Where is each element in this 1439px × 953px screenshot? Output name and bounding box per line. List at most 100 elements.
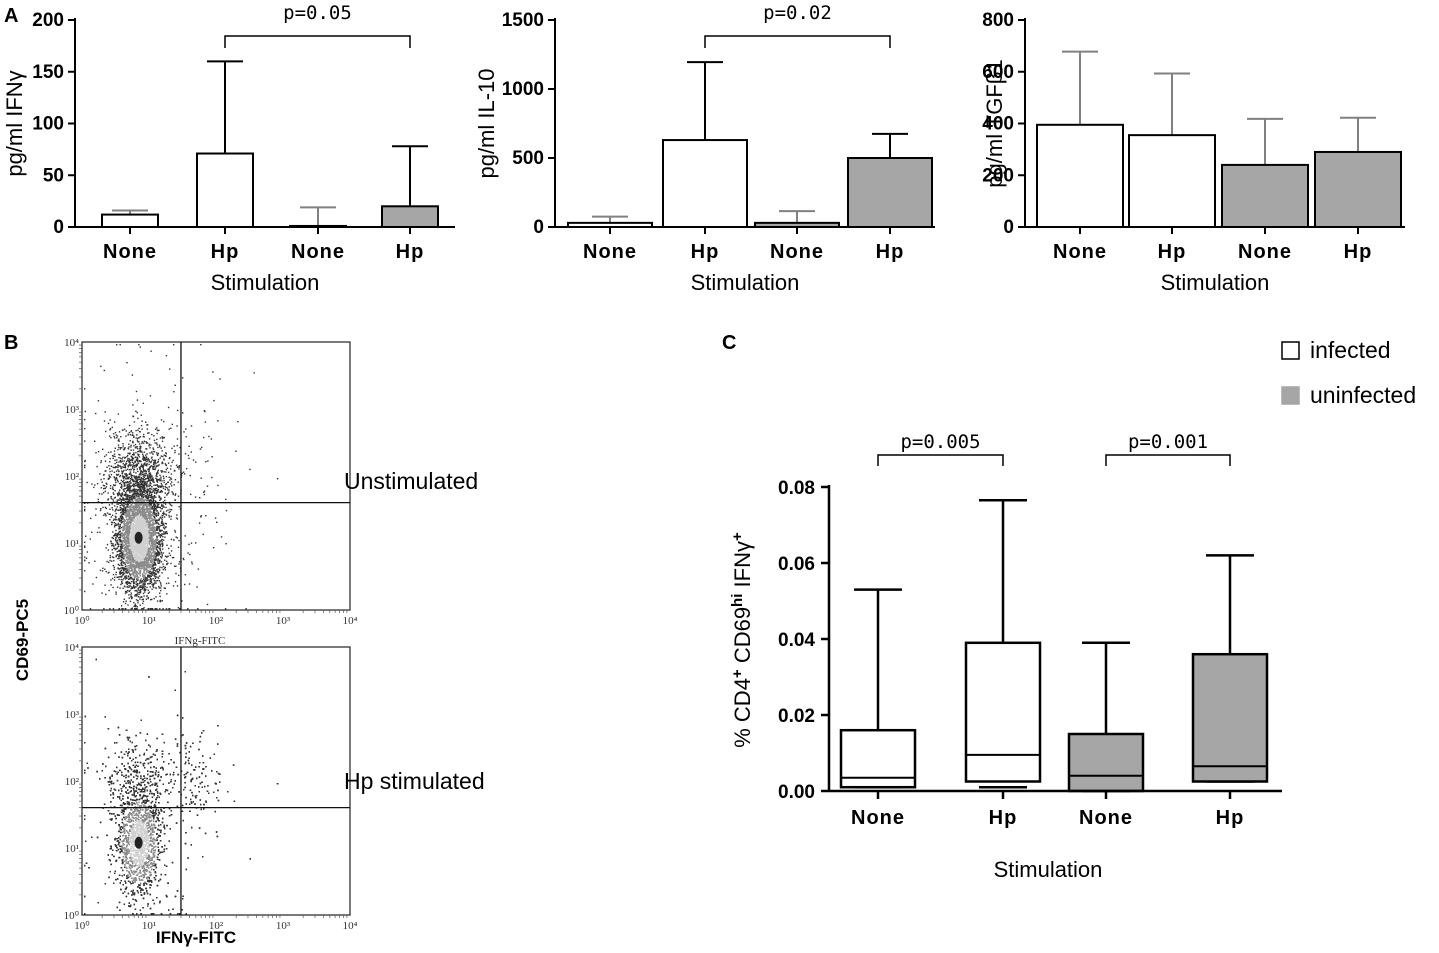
event-dot xyxy=(125,553,128,555)
event-dot xyxy=(143,522,145,524)
event-dot xyxy=(136,446,138,448)
event-dot xyxy=(130,430,132,433)
event-dot xyxy=(147,515,149,517)
event-dot xyxy=(139,565,141,567)
event-dot xyxy=(115,573,117,576)
event-dot xyxy=(176,425,178,427)
event-dot xyxy=(140,474,142,476)
event-dot xyxy=(160,557,163,559)
event-dot xyxy=(155,559,158,561)
event-dot xyxy=(126,565,128,567)
event-dot xyxy=(124,546,126,548)
event-dot xyxy=(149,447,151,449)
event-dot xyxy=(134,497,136,499)
event-dot xyxy=(129,452,131,454)
event-dot xyxy=(165,471,167,473)
event-dot xyxy=(156,519,159,521)
event-dot xyxy=(168,552,171,554)
event-dot xyxy=(149,525,151,527)
event-dot xyxy=(131,531,134,533)
event-dot xyxy=(164,488,166,491)
event-dot xyxy=(160,524,162,527)
event-dot xyxy=(216,521,218,523)
event-dot xyxy=(161,524,163,526)
event-dot xyxy=(132,537,134,539)
event-dot xyxy=(141,492,144,494)
event-dot xyxy=(124,547,126,550)
event-dot xyxy=(151,459,154,461)
event-dot xyxy=(139,522,142,525)
event-dot xyxy=(107,451,110,454)
event-dot xyxy=(164,496,166,499)
event-dot xyxy=(143,463,145,465)
event-dot xyxy=(128,424,131,427)
event-dot xyxy=(144,513,147,515)
event-dot xyxy=(135,429,137,432)
event-dot xyxy=(128,521,130,523)
event-dot xyxy=(160,552,163,554)
event-dot xyxy=(166,556,168,558)
event-dot xyxy=(131,541,134,543)
event-dot xyxy=(159,480,161,482)
event-dot xyxy=(147,493,149,496)
event-dot xyxy=(120,482,122,484)
event-dot xyxy=(132,502,134,505)
event-dot xyxy=(160,476,162,478)
event-dot xyxy=(144,470,146,473)
event-dot xyxy=(139,488,141,490)
event-dot xyxy=(123,490,125,492)
event-dot xyxy=(176,514,178,516)
event-dot xyxy=(161,514,163,517)
event-dot xyxy=(119,545,122,548)
event-dot xyxy=(132,586,134,589)
event-dot xyxy=(138,573,140,575)
event-dot xyxy=(124,493,127,495)
event-dot xyxy=(123,541,126,544)
event-dot xyxy=(138,565,140,567)
event-dot xyxy=(126,478,128,480)
event-dot xyxy=(200,516,202,518)
event-dot xyxy=(155,529,158,531)
event-dot xyxy=(122,608,124,610)
event-dot xyxy=(201,446,203,449)
event-dot xyxy=(146,492,149,494)
event-dot xyxy=(158,587,160,589)
event-dot xyxy=(120,548,122,550)
event-dot xyxy=(126,481,129,483)
event-dot xyxy=(136,608,138,610)
event-dot xyxy=(113,566,115,568)
event-dot xyxy=(161,484,163,486)
event-dot xyxy=(112,457,114,460)
event-dot xyxy=(176,438,179,440)
event-dot xyxy=(138,484,140,487)
event-dot xyxy=(129,589,131,592)
event-dot xyxy=(148,547,150,550)
event-dot xyxy=(157,577,160,579)
event-dot xyxy=(144,516,146,518)
event-dot xyxy=(135,390,138,393)
event-dot xyxy=(151,514,153,516)
event-dot xyxy=(109,559,111,562)
event-dot xyxy=(115,512,117,515)
event-dot xyxy=(137,476,139,478)
event-dot xyxy=(127,512,129,514)
event-dot xyxy=(112,466,114,469)
event-dot xyxy=(142,514,144,517)
event-dot xyxy=(112,573,115,576)
y-tick-label: 1500 xyxy=(502,10,544,31)
event-dot xyxy=(140,530,142,533)
event-dot xyxy=(129,521,131,523)
event-dot xyxy=(123,488,125,490)
event-dot xyxy=(136,434,138,436)
event-dot xyxy=(149,586,151,588)
event-dot xyxy=(130,489,132,492)
event-dot xyxy=(119,498,122,501)
event-dot xyxy=(145,494,147,497)
event-dot xyxy=(154,577,157,579)
event-dot xyxy=(142,549,145,551)
event-dot xyxy=(112,486,114,488)
event-dot xyxy=(245,608,247,610)
event-dot xyxy=(139,586,141,589)
event-dot xyxy=(157,555,159,557)
event-dot xyxy=(120,514,123,516)
